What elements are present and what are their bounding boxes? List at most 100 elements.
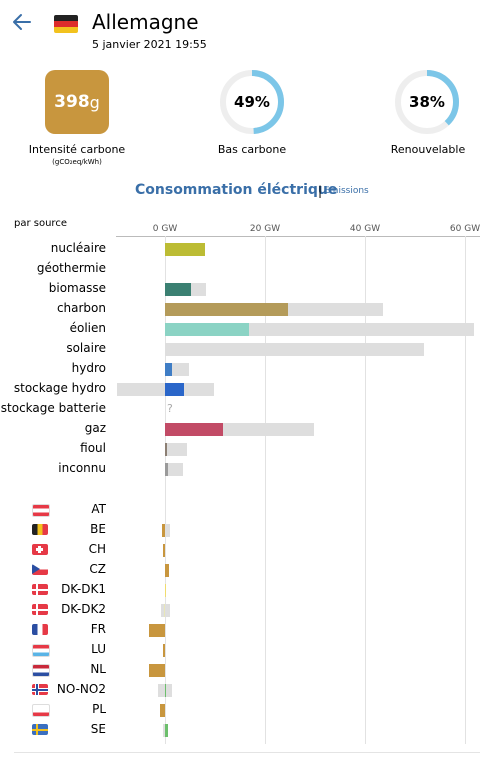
unknown-value-mark: ? [167, 402, 173, 415]
low-carbon-percentage: 49% [234, 93, 270, 111]
tick-label: 0 GW [152, 224, 178, 234]
source-label: fioul [80, 441, 106, 455]
source-capacity-bar [165, 323, 474, 336]
low-carbon-ring [220, 70, 284, 134]
flag-icon [32, 624, 48, 635]
exchange-label: CH [88, 542, 106, 556]
source-value-bar[interactable] [165, 243, 205, 256]
flag-icon [32, 604, 48, 615]
source-capacity-bar [165, 423, 314, 436]
source-value-bar[interactable] [165, 463, 168, 476]
source-value-bar[interactable] [165, 363, 172, 376]
source-capacity-bar [165, 363, 189, 376]
source-value-bar[interactable] [165, 283, 191, 296]
gridline [165, 236, 166, 744]
source-label: biomasse [48, 281, 106, 295]
source-capacity-bar [116, 383, 214, 396]
source-label: géothermie [36, 261, 106, 275]
source-capacity-bar [165, 463, 183, 476]
tick-label: 40 GW [349, 224, 381, 234]
gridline [465, 236, 466, 744]
source-label: charbon [56, 301, 106, 315]
flag-icon [32, 564, 48, 575]
exchange-capacity-bar [165, 564, 169, 577]
flag-icon [32, 684, 48, 695]
exchange-value-bar[interactable] [162, 544, 165, 557]
tab-consumption[interactable]: Consommation éléctrique [135, 182, 338, 198]
source-label: stockage hydro [13, 381, 106, 395]
exchange-label: CZ [89, 562, 106, 576]
exchange-value-bar[interactable] [159, 704, 165, 717]
exchange-label: PL [92, 702, 106, 716]
source-label: stockage batterie [0, 401, 106, 415]
gridline [365, 236, 366, 744]
zone-title: Allemagne [92, 10, 199, 34]
source-label: solaire [66, 341, 106, 355]
gridline [265, 236, 266, 744]
exchange-value-bar[interactable] [164, 604, 165, 617]
exchange-label: NL [90, 662, 106, 676]
carbon-intensity-value: 398 [54, 92, 90, 112]
axis-title: par source [14, 218, 67, 229]
renewable-ring [395, 70, 459, 134]
exchange-value-bar[interactable] [165, 564, 169, 577]
exchange-capacity-bar [158, 684, 172, 697]
exchange-label: FR [90, 622, 106, 636]
exchange-label: LU [91, 642, 106, 656]
source-capacity-bar [165, 343, 424, 356]
exchange-capacity-bar [160, 604, 170, 617]
exchange-label: BE [90, 522, 106, 536]
low-carbon-label: Bas carbone [217, 143, 287, 156]
carbon-intensity-unit-label: (gCO₂eq/kWh) [52, 158, 102, 166]
tab-separator: | [318, 184, 323, 198]
germany-flag-icon [54, 15, 78, 33]
source-value-bar[interactable] [165, 423, 223, 436]
flag-icon [32, 664, 50, 677]
carbon-intensity-box: 398 g [45, 70, 109, 134]
flag-icon [32, 544, 48, 555]
exchange-label: NO-NO2 [56, 682, 106, 696]
exchange-value-bar[interactable] [165, 684, 166, 697]
renewable-label: Renouvelable [390, 143, 466, 156]
exchange-value-bar[interactable] [165, 584, 166, 597]
source-value-bar[interactable] [165, 383, 184, 396]
source-label: nucléaire [50, 241, 106, 255]
exchange-value-bar[interactable] [149, 664, 165, 677]
exchange-label: SE [90, 722, 106, 736]
flag-icon [32, 584, 48, 595]
source-capacity-bar [165, 283, 206, 296]
x-axis-line [116, 236, 480, 237]
source-label: gaz [84, 421, 106, 435]
flag-icon [32, 704, 50, 717]
source-label: hydro [71, 361, 106, 375]
exchange-capacity-bar [165, 524, 170, 537]
exchange-label: DK-DK1 [61, 582, 106, 596]
renewable-percentage: 38% [409, 93, 445, 111]
source-capacity-bar [165, 303, 383, 316]
source-value-bar[interactable] [165, 443, 167, 456]
exchange-label: DK-DK2 [61, 602, 106, 616]
carbon-intensity-unit: g [89, 92, 100, 112]
source-label: inconnu [58, 461, 106, 475]
source-value-bar[interactable] [165, 323, 249, 336]
exchange-value-bar[interactable] [149, 624, 165, 637]
flag-icon [32, 524, 48, 535]
timestamp: 5 janvier 2021 19:55 [92, 38, 207, 51]
flag-icon [32, 644, 50, 657]
source-label: éolien [69, 321, 106, 335]
carbon-intensity-label: Intensité carbone [28, 143, 126, 156]
flag-icon [32, 504, 50, 517]
back-arrow-icon[interactable] [10, 10, 34, 34]
tick-label: 20 GW [249, 224, 281, 234]
exchange-value-bar[interactable] [165, 724, 168, 737]
footer-divider [14, 752, 480, 753]
source-value-bar[interactable] [165, 303, 288, 316]
source-capacity-bar [165, 443, 187, 456]
tab-emissions[interactable]: Emissions [324, 186, 369, 196]
exchange-value-bar[interactable] [163, 644, 165, 657]
flag-icon [32, 724, 48, 735]
exchange-value-bar[interactable] [161, 524, 165, 537]
exchange-label: AT [91, 502, 106, 516]
source-capacity-bar [165, 243, 205, 256]
exchange-capacity-bar [162, 724, 168, 737]
